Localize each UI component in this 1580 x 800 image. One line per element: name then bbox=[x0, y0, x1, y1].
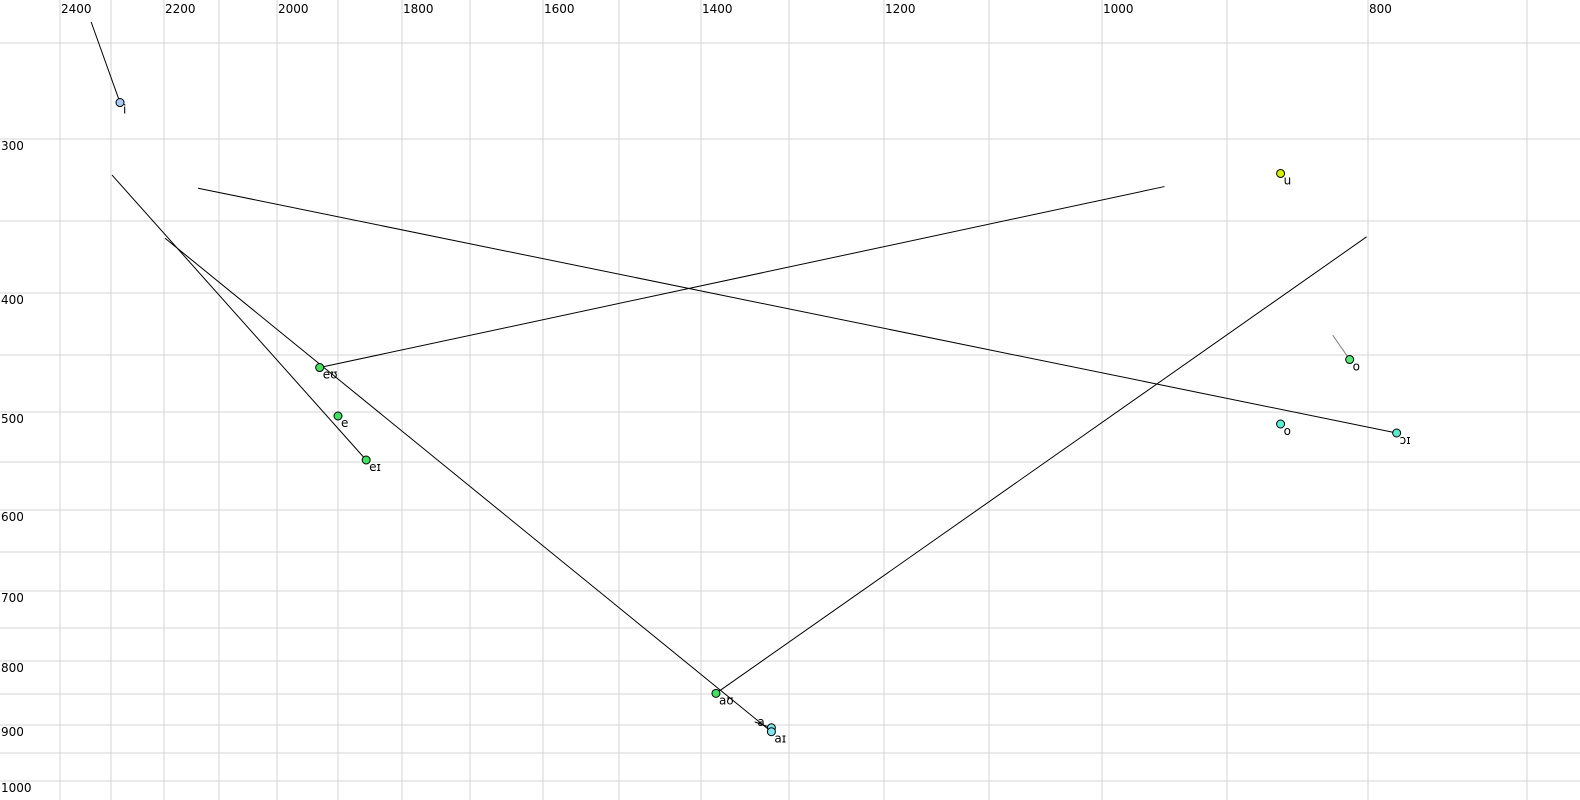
x-axis-ticks: 2400 2200 2000 1800 1600 1400 1200 1000 … bbox=[61, 2, 1392, 16]
trajectory-line bbox=[715, 236, 1367, 694]
vowel-point[interactable] bbox=[766, 727, 776, 737]
vowel-label: o bbox=[1284, 424, 1291, 438]
trajectory-line bbox=[90, 21, 121, 103]
vowel-point[interactable] bbox=[315, 363, 325, 373]
y-axis-ticks: 300 400 500 600 700 800 900 1000 bbox=[1, 139, 32, 795]
x-tick-label: 2000 bbox=[278, 2, 309, 16]
x-tick-label: 800 bbox=[1369, 2, 1392, 16]
y-tick-label: 400 bbox=[1, 293, 24, 307]
y-tick-label: 600 bbox=[1, 510, 24, 524]
vowel-label: eɪ bbox=[369, 460, 381, 474]
vowel-label: ɔɪ bbox=[1400, 433, 1411, 447]
x-tick-label: 1400 bbox=[702, 2, 733, 16]
vowel-point[interactable] bbox=[333, 411, 343, 421]
y-tick-label: 700 bbox=[1, 591, 24, 605]
y-tick-label: 1000 bbox=[1, 781, 32, 795]
vowel-label: eʊ bbox=[323, 368, 338, 382]
vowel-label: u bbox=[1284, 173, 1292, 187]
vowel-point[interactable] bbox=[115, 98, 125, 108]
vowel-point[interactable] bbox=[711, 688, 721, 698]
y-tick-label: 500 bbox=[1, 412, 24, 426]
y-tick-label: 800 bbox=[1, 661, 24, 675]
vowel-label: aʊ bbox=[719, 693, 734, 707]
x-tick-label: 1800 bbox=[403, 2, 434, 16]
y-tick-label: 300 bbox=[1, 139, 24, 153]
trajectory-line bbox=[197, 187, 1397, 434]
trajectory-line bbox=[1332, 334, 1351, 360]
x-tick-label: 2200 bbox=[165, 2, 196, 16]
vowel-point[interactable] bbox=[1345, 355, 1355, 365]
vowel-label: o bbox=[1353, 360, 1360, 374]
x-tick-label: 1200 bbox=[885, 2, 916, 16]
x-tick-label: 1600 bbox=[544, 2, 575, 16]
vowel-point[interactable] bbox=[1276, 168, 1286, 178]
x-tick-label: 2400 bbox=[61, 2, 92, 16]
vowel-label: i bbox=[123, 103, 126, 117]
trajectory-line bbox=[164, 237, 772, 733]
vowel-label: a bbox=[757, 715, 764, 729]
trajectory-line bbox=[111, 174, 367, 461]
vowel-label: aɪ bbox=[774, 732, 786, 746]
x-tick-label: 1000 bbox=[1103, 2, 1134, 16]
vowel-point[interactable] bbox=[1392, 428, 1402, 438]
trajectory-line bbox=[319, 186, 1165, 369]
trajectories bbox=[90, 21, 1397, 733]
vowel-label: e bbox=[341, 416, 348, 430]
vowel-point[interactable] bbox=[361, 455, 371, 465]
vowel-point[interactable] bbox=[1276, 419, 1286, 429]
vowel-points: i u eʊ e eɪ aʊ aaɪ o o ɔɪ bbox=[115, 98, 1411, 746]
y-tick-label: 900 bbox=[1, 725, 24, 739]
